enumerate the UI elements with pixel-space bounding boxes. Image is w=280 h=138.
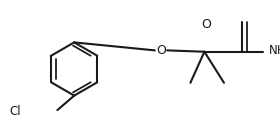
Text: O: O xyxy=(201,18,211,31)
Text: O: O xyxy=(156,44,166,57)
Text: Cl: Cl xyxy=(10,105,21,118)
Text: NH$_2$: NH$_2$ xyxy=(268,44,280,59)
